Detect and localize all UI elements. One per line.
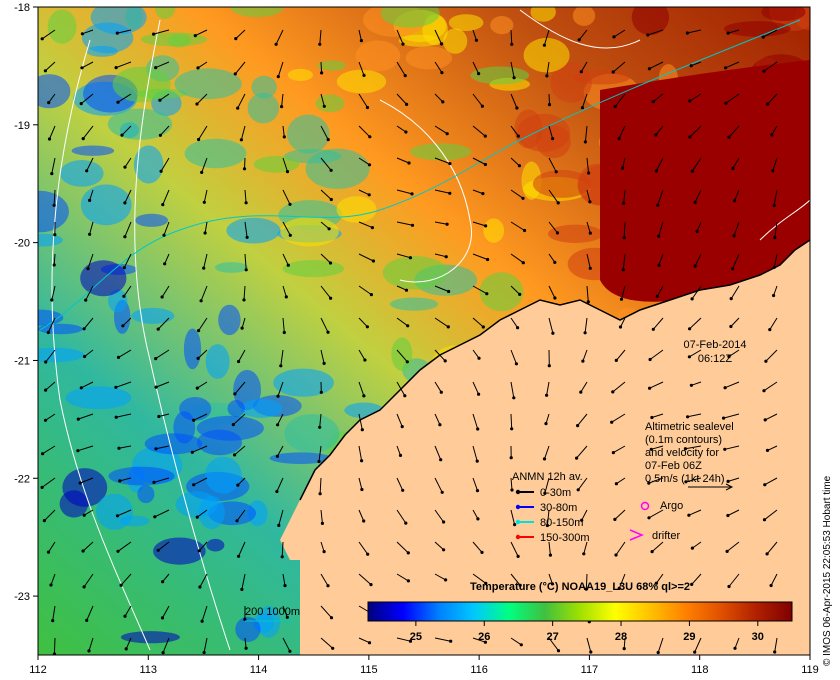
anmn-legend-item: 150-300m (515, 532, 590, 544)
coastline (299, 239, 810, 501)
lat-tick-label: -23 (14, 591, 30, 603)
sealevel-contours (51, 9, 810, 651)
isobath-200m-line (39, 19, 801, 331)
lon-tick-label: 115 (360, 664, 378, 676)
colorbar-tick-label: 27 (547, 631, 559, 643)
anmn-legend: 0-30m 30-80m 80-150m 150-300m (515, 487, 590, 544)
lon-tick-label: 113 (140, 664, 158, 676)
lat-tick-label: -22 (14, 473, 30, 485)
colorbar (367, 601, 793, 622)
lon-tick-label: 119 (801, 664, 819, 676)
altimetry-line-2: (0.1m contours) (645, 434, 722, 446)
lat-tick-label: -21 (14, 355, 30, 367)
lon-tick-label: 118 (691, 664, 709, 676)
anmn-arrow-head-icon (515, 489, 521, 495)
drifter-marker-icon (629, 529, 644, 541)
peninsula-land (280, 500, 320, 560)
lon-tick-label: 112 (29, 664, 47, 676)
altimetry-line-4: 07-Feb 06Z (645, 460, 702, 472)
altimetry-line-1: Altimetric sealevel (645, 421, 734, 433)
scale-arrow-icon (688, 483, 734, 491)
lat-tick-label: -18 (14, 2, 30, 14)
anmn-legend-label: 80-150m (540, 517, 583, 529)
map-frame (37, 6, 811, 656)
velocity-arrows (40, 29, 778, 655)
colorbar-title: Temperature (°C) NOAA19_L3U 68% ql>=2 (470, 581, 690, 593)
map-body (38, 7, 810, 655)
latitude-axis: -18 -19 -20 -21 -22 -23 (14, 2, 38, 603)
anmn-legend-label: 0-30m (540, 487, 571, 499)
longitude-axis: 112 113 114 115 116 117 118 119 (29, 655, 819, 676)
anmn-legend-item: 80-150m (515, 517, 583, 529)
colorbar-tick-label: 26 (478, 631, 490, 643)
colorbar-tick-label: 25 (410, 631, 422, 643)
anmn-arrow-head-icon (515, 519, 521, 525)
lon-tick-label: 114 (250, 664, 268, 676)
altimetry-line-5: 0.5m/s (1kt 24h) (645, 473, 724, 485)
lon-tick-label: 117 (581, 664, 599, 676)
time-label: 06:12Z (698, 353, 733, 365)
anmn-legend-label: 30-80m (540, 502, 577, 514)
anmn-legend-title: ANMN 12h av. (512, 471, 583, 483)
colorbar-ticks: 25 26 27 28 29 30 (410, 621, 764, 643)
anmn-arrow-head-icon (515, 504, 521, 510)
altimetry-line-3: and velocity for (645, 447, 719, 459)
argo-label: Argo (660, 500, 683, 512)
credit-text: © IMOS 06-Apr-2015 22:05:53 Hobart time (822, 475, 833, 666)
anmn-legend-label: 150-300m (540, 532, 590, 544)
land-mass (300, 240, 810, 655)
colorbar-tick-label: 30 (752, 631, 764, 643)
anmn-legend-item: 30-80m (515, 502, 577, 514)
lat-tick-label: -20 (14, 238, 30, 250)
argo-marker-icon (640, 501, 650, 511)
isobath-legend-label: 200 1000m (245, 606, 300, 618)
colorbar-tick-label: 28 (615, 631, 627, 643)
date-label: 07-Feb-2014 (684, 339, 747, 351)
lon-tick-label: 116 (470, 664, 488, 676)
lat-tick-label: -19 (14, 120, 30, 132)
anmn-arrow-head-icon (515, 534, 521, 540)
anmn-legend-item: 0-30m (515, 487, 571, 499)
colorbar-tick-label: 29 (683, 631, 695, 643)
drifter-label: drifter (652, 530, 680, 542)
